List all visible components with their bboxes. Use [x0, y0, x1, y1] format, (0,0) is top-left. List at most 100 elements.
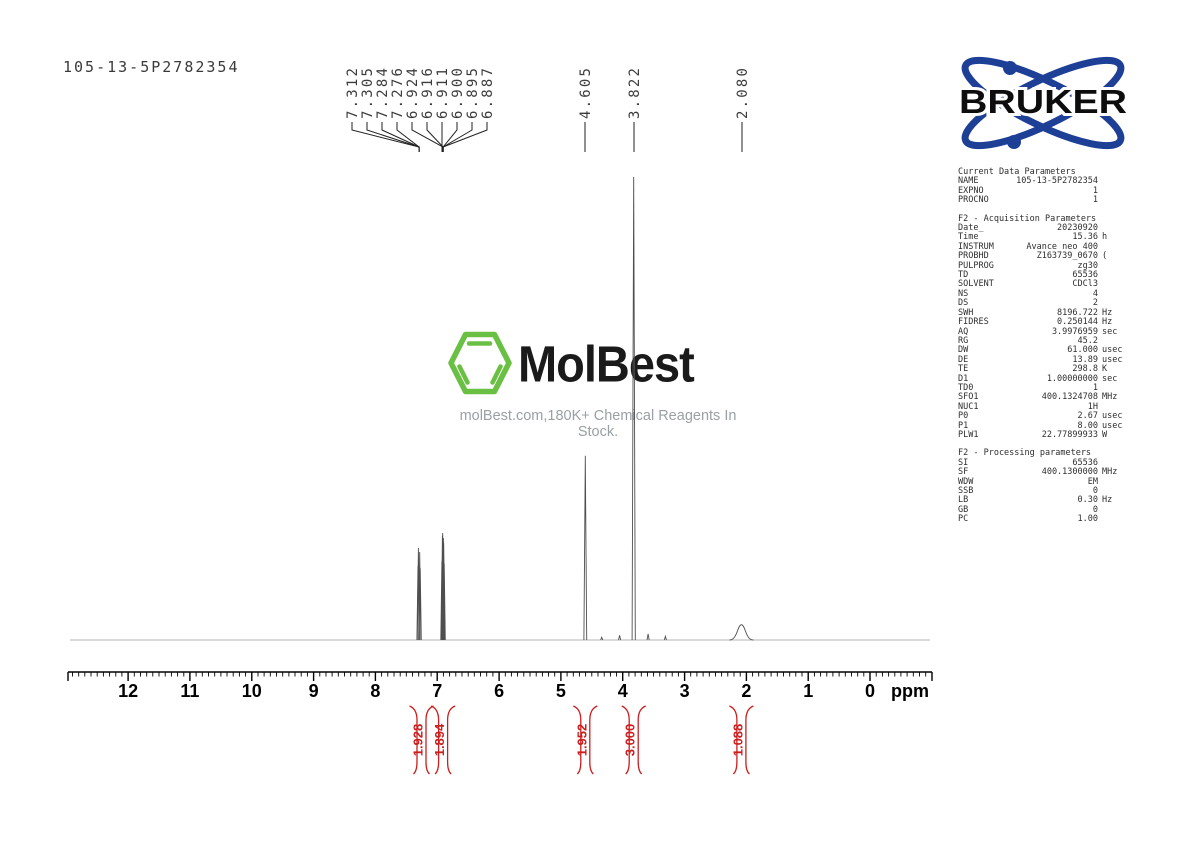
param-unit [1098, 478, 1134, 487]
param-value: 1H [1087, 401, 1098, 412]
param-key: SFO1 [958, 392, 979, 403]
param-key: AQ [958, 326, 969, 337]
param-key: PC [958, 514, 969, 525]
svg-text:ppm: ppm [891, 681, 929, 701]
param-value: 8.00 [1077, 420, 1098, 431]
svg-text:9: 9 [309, 681, 319, 701]
param-row: NAME 105-13-5P2782354 [958, 176, 1134, 186]
param-row: DS 2 [958, 298, 1134, 309]
param-unit: usec [1102, 420, 1123, 431]
param-row: TD 65536 [958, 270, 1134, 281]
param-key: GB [958, 504, 969, 515]
param-row: NUC1 1H [958, 401, 1134, 412]
svg-text:7.305: 7.305 [360, 66, 376, 119]
svg-text:8: 8 [370, 681, 380, 701]
svg-text:1.928: 1.928 [411, 724, 426, 757]
param-key: FIDRES [958, 317, 989, 328]
param-key: NUC1 [958, 401, 979, 412]
param-value: 0 [1092, 486, 1098, 496]
param-section-title: F2 - Acquisition Parameters [958, 213, 1097, 224]
param-row: Time 15.36 h [958, 232, 1134, 243]
svg-text:1.894: 1.894 [432, 723, 447, 756]
param-row: SSB 0 [958, 486, 1134, 496]
param-value: 22.77899933 [1041, 429, 1098, 440]
param-row: LB 0.30 Hz [958, 495, 1134, 506]
svg-text:6.911: 6.911 [435, 66, 451, 119]
param-key: SWH [958, 307, 974, 318]
param-row: PROCNO 1 [958, 195, 1134, 205]
param-key: SSB [958, 486, 974, 496]
param-value: Avance neo 400 [1026, 241, 1098, 252]
param-unit [1098, 262, 1134, 271]
param-row: SOLVENT CDCl3 [958, 279, 1134, 290]
param-key: PULPROG [958, 260, 994, 271]
param-key: Time [958, 232, 979, 243]
param-unit: MHz [1102, 392, 1118, 403]
svg-text:4.605: 4.605 [578, 66, 594, 119]
param-value: 4 [1092, 288, 1098, 299]
param-row: DE 13.89 usec [958, 354, 1134, 365]
svg-text:1.088: 1.088 [730, 724, 745, 757]
param-value: Z163739_0670 [1036, 251, 1098, 262]
svg-text:0: 0 [865, 681, 875, 701]
param-unit: sec [1102, 373, 1118, 384]
svg-text:2.080: 2.080 [735, 66, 751, 119]
param-row: RG 45.2 [958, 335, 1134, 346]
param-key: LB [958, 495, 969, 506]
sample-id: 105-13-5P2782354 [63, 58, 240, 76]
molbest-brand-text: MolBest [518, 334, 695, 392]
svg-text:7: 7 [432, 681, 442, 701]
param-row: SF 400.1300000 MHz [958, 467, 1134, 478]
param-value: 65536 [1072, 270, 1098, 281]
param-unit: Hz [1102, 307, 1113, 318]
param-unit [1098, 271, 1134, 280]
param-value: 45.2 [1077, 335, 1098, 346]
param-row: AQ 3.9976959 sec [958, 326, 1134, 337]
svg-text:7.276: 7.276 [390, 66, 406, 119]
param-unit: h [1102, 232, 1108, 243]
param-row: GB 0 [958, 504, 1134, 515]
param-key: TE [958, 364, 969, 375]
param-row: DW 61.000 usec [958, 345, 1134, 356]
param-row: SFO1 400.1324708 MHz [958, 392, 1134, 403]
param-key: SF [958, 467, 969, 478]
param-key: SI [958, 457, 969, 468]
bruker-logo: BRUKER [956, 56, 1130, 150]
param-value: 1.00000000 [1046, 373, 1098, 384]
param-value: 1 [1092, 185, 1098, 196]
param-unit: ( [1102, 251, 1108, 262]
param-key: DE [958, 354, 969, 365]
param-key: EXPNO [958, 185, 984, 196]
param-key: PROBHD [958, 251, 989, 262]
bruker-wordmark: BRUKER [959, 83, 1127, 120]
param-row: TD0 1 [958, 383, 1134, 393]
param-unit [1098, 177, 1134, 186]
svg-text:7.312: 7.312 [345, 66, 361, 119]
param-key: P0 [958, 411, 969, 422]
param-value: 400.1300000 [1041, 467, 1098, 478]
param-key: WDW [958, 476, 974, 487]
svg-text:7.284: 7.284 [375, 66, 391, 119]
param-row: NS 4 [958, 288, 1134, 299]
molbest-logo-row: MolBest [448, 330, 758, 396]
param-unit [1098, 187, 1134, 196]
param-key: RG [958, 335, 969, 346]
svg-text:2: 2 [741, 681, 751, 701]
svg-text:1: 1 [803, 681, 813, 701]
param-value: zg30 [1077, 260, 1098, 271]
param-key: SOLVENT [958, 279, 994, 290]
benzene-hexagon-icon [448, 331, 512, 395]
svg-text:11: 11 [180, 681, 199, 701]
svg-text:6.900: 6.900 [450, 66, 466, 119]
param-row: INSTRUM Avance neo 400 [958, 241, 1134, 252]
svg-text:6.887: 6.887 [480, 66, 496, 119]
parameter-panel: Current Data Parameters NAME 105-13-5P2782… [958, 167, 1134, 534]
param-unit: Hz [1102, 317, 1113, 328]
param-value: 15.36 [1072, 232, 1098, 243]
param-row: Date_ 20230920 [958, 223, 1134, 233]
param-key: DW [958, 345, 969, 356]
param-value: 0.30 [1077, 495, 1098, 506]
param-key: DS [958, 298, 969, 309]
molbest-watermark: MolBest molBest.com,180K+ Chemical Reage… [448, 330, 758, 440]
